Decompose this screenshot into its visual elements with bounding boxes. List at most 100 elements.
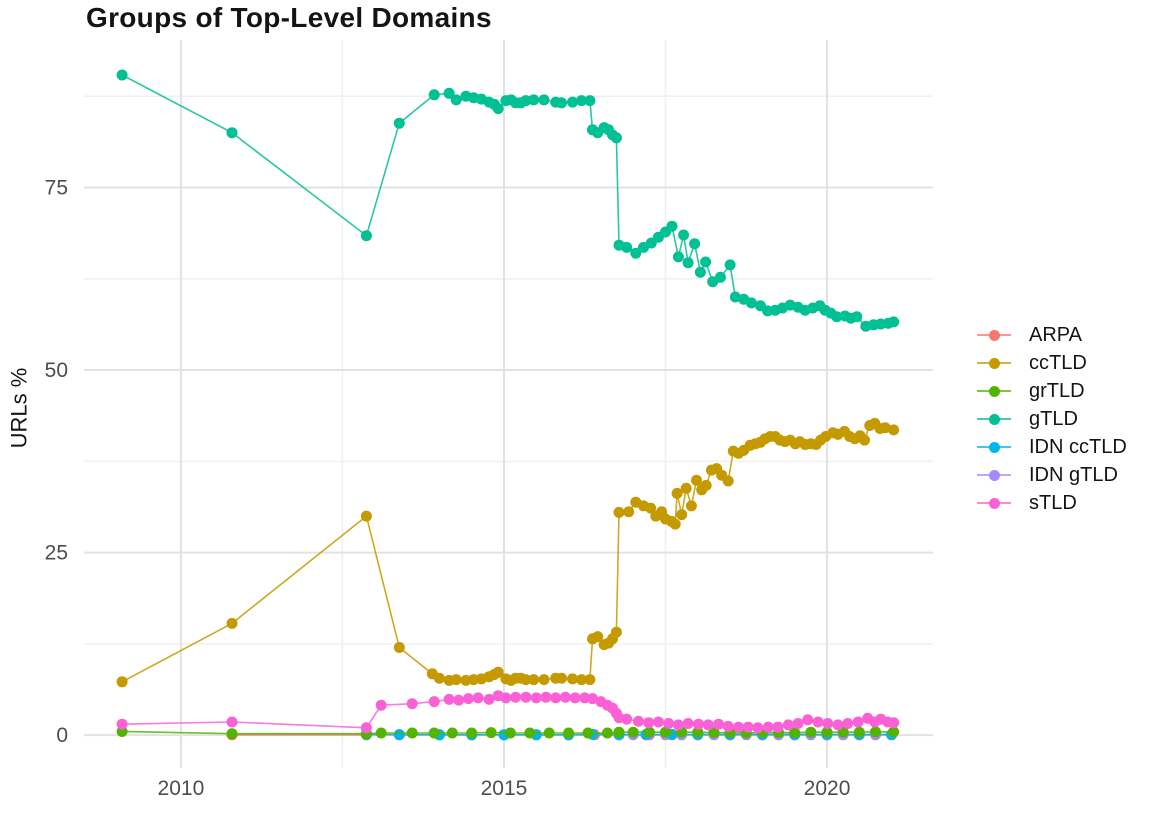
series-point-cctld <box>645 502 657 514</box>
series-point-grtld <box>524 727 536 739</box>
x-tick-label: 2015 <box>481 777 528 800</box>
series-point-cctld <box>450 674 462 686</box>
series-point-cctld <box>393 642 405 653</box>
series-point-gtld <box>672 251 684 263</box>
legend-label-idn-cctld: IDN ccTLD <box>1029 435 1127 458</box>
series-point-gtld <box>567 96 578 108</box>
series-point-gtld <box>393 117 405 129</box>
series-point-cctld <box>433 672 445 684</box>
series-point-stld <box>360 722 372 734</box>
series-point-cctld <box>538 674 550 686</box>
series-point-cctld <box>360 510 372 522</box>
series-point-grtld <box>821 726 833 738</box>
legend-dot-icon <box>988 497 1000 509</box>
legend-dot-icon <box>988 441 1000 453</box>
series-point-stld <box>782 719 794 731</box>
series-point-cctld <box>576 674 587 686</box>
series-point-gtld <box>682 257 694 269</box>
y-tick-label: 50 <box>45 359 68 382</box>
series-point-grtld <box>582 727 594 739</box>
series-point-stld <box>762 721 774 733</box>
series-point-stld <box>520 691 532 703</box>
series-point-stld <box>550 692 562 704</box>
y-tick-label: 0 <box>56 724 68 747</box>
series-point-stld <box>116 718 128 730</box>
series-point-gtld <box>492 103 504 115</box>
series-point-gtld <box>621 241 633 253</box>
legend-label-grtld: grTLD <box>1029 379 1085 402</box>
series-point-stld <box>822 718 834 729</box>
series-point-stld <box>643 717 655 729</box>
series-point-cctld <box>492 666 504 678</box>
series-point-cctld <box>610 626 622 638</box>
series-point-grtld <box>888 726 900 738</box>
series-point-cctld <box>685 500 697 512</box>
legend-label-gtld: gTLD <box>1029 407 1078 430</box>
series-point-gtld <box>694 266 706 278</box>
series-point-stld <box>812 716 824 728</box>
legend-key-cctld <box>977 353 1011 373</box>
series-point-stld <box>802 714 814 726</box>
series-point-grtld <box>406 727 418 739</box>
series-point-cctld <box>592 631 604 643</box>
legend-key-gtld <box>977 409 1011 429</box>
legend-label-cctld: ccTLD <box>1029 351 1087 374</box>
series-point-gtld <box>538 94 550 106</box>
y-tick-label: 75 <box>45 176 68 199</box>
legend-dot-icon <box>988 357 1000 369</box>
series-point-grtld <box>504 727 516 739</box>
series-point-grtld <box>543 727 555 739</box>
series-point-cctld <box>567 673 578 685</box>
series-point-stld <box>621 713 633 725</box>
series-point-stld <box>702 719 714 731</box>
legend-key-arpa <box>977 325 1011 345</box>
series-point-stld <box>772 721 784 733</box>
legend-item-idn-cctld: IDN ccTLD <box>977 433 1127 461</box>
series-point-cctld <box>676 509 688 521</box>
series-point-gtld <box>360 230 372 242</box>
series-point-stld <box>375 699 387 711</box>
series-point-cctld <box>691 474 702 486</box>
legend-key-grtld <box>977 381 1011 401</box>
series-point-idn-cctld <box>393 729 405 741</box>
legend-label-idn-gtld: IDN gTLD <box>1029 463 1118 486</box>
y-tick-label: 25 <box>45 542 68 565</box>
series-point-cctld <box>888 424 900 436</box>
legend-item-idn-gtld: IDN gTLD <box>977 461 1127 489</box>
series-point-stld <box>722 720 734 732</box>
series-point-stld <box>587 693 598 705</box>
series-point-grtld <box>627 726 639 738</box>
legend-dot-icon <box>988 329 1000 341</box>
series-point-stld <box>652 716 664 728</box>
series-point-gtld <box>729 291 741 303</box>
chart-title: Groups of Top-Level Domains <box>86 2 492 33</box>
series-point-gtld <box>630 247 642 259</box>
series-point-gtld <box>428 89 440 101</box>
x-tick-label: 2020 <box>804 777 851 800</box>
series-point-gtld <box>666 220 678 232</box>
series-point-cctld <box>680 482 692 494</box>
series-point-stld <box>500 692 512 704</box>
series-point-gtld <box>528 94 540 106</box>
series-point-gtld <box>443 87 455 99</box>
series-point-cctld <box>613 506 625 518</box>
series-point-stld <box>530 692 542 704</box>
series-point-stld <box>663 718 675 729</box>
x-tick-label: 2010 <box>158 777 205 800</box>
series-point-grtld <box>375 727 387 739</box>
series-point-stld <box>569 692 581 704</box>
series-point-gtld <box>678 229 690 241</box>
series-point-stld <box>713 718 724 730</box>
series-point-gtld <box>584 95 596 107</box>
series-point-gtld <box>226 127 238 139</box>
legend-item-grtld: grTLD <box>977 377 1127 405</box>
series-point-cctld <box>528 674 540 686</box>
series-point-gtld <box>610 132 622 144</box>
series-point-gtld <box>450 94 462 106</box>
series-point-grtld <box>708 727 720 739</box>
legend-label-arpa: ARPA <box>1029 323 1082 346</box>
series-point-cctld <box>116 676 128 688</box>
series-point-cctld <box>671 487 683 499</box>
legend-key-stld <box>977 493 1011 513</box>
